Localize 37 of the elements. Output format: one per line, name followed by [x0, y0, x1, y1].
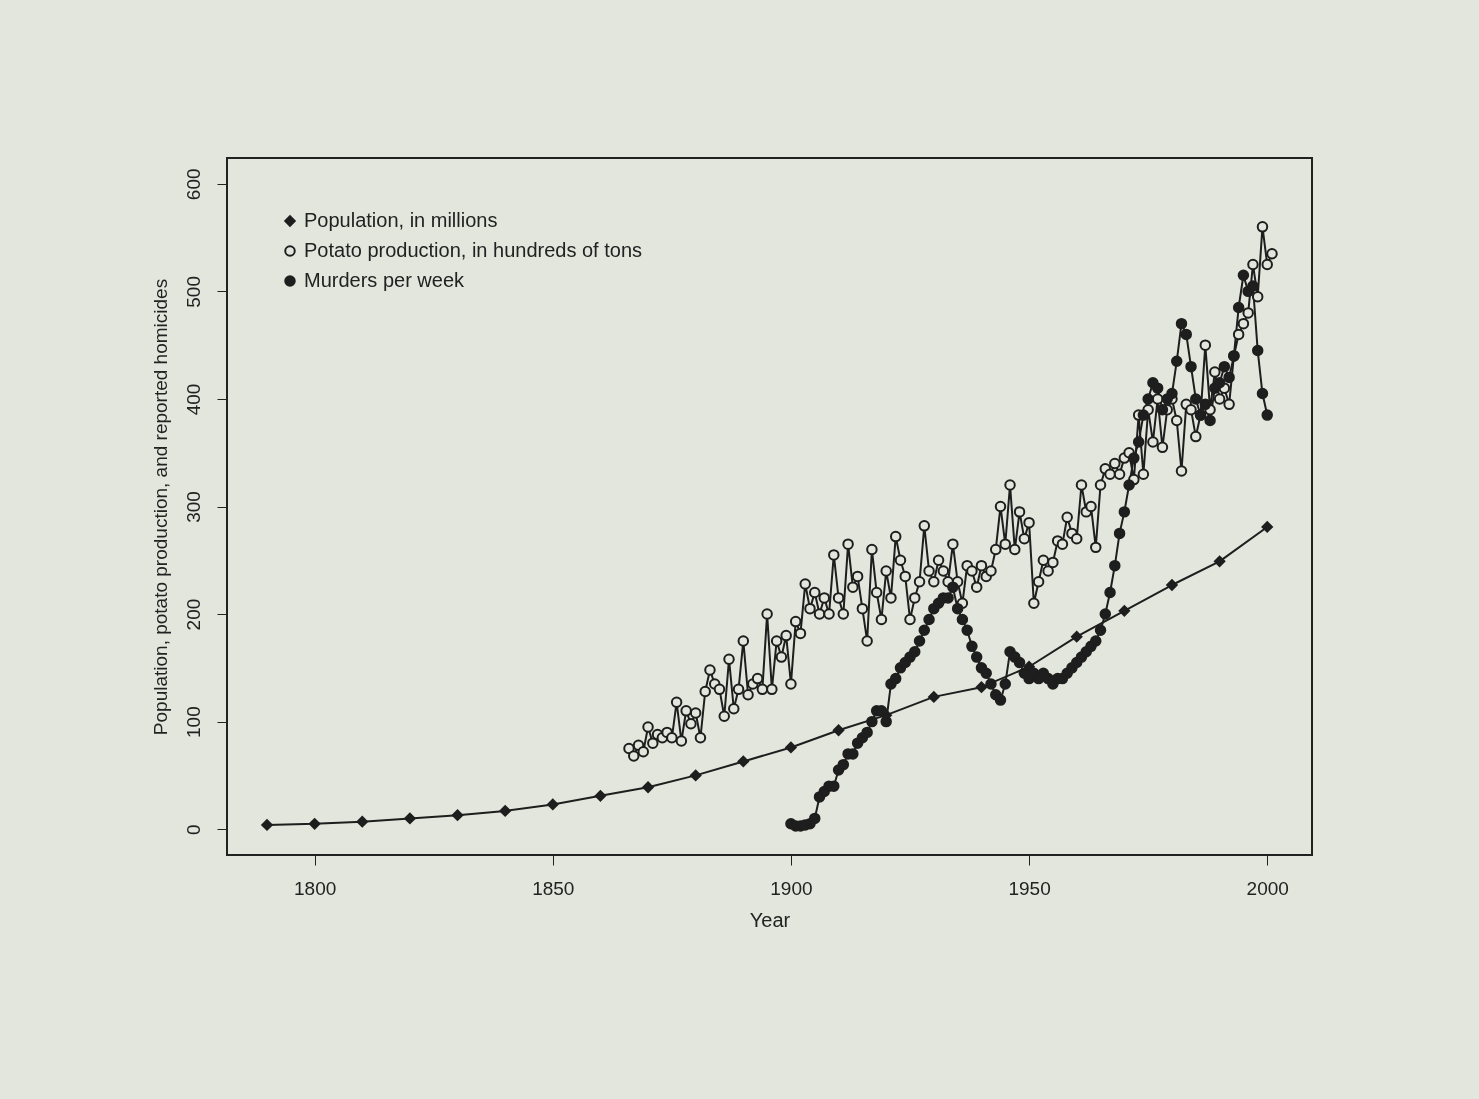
point	[594, 790, 607, 802]
legend-label: Murders per week	[304, 269, 466, 291]
x-tick-label: 2000	[1246, 877, 1289, 899]
x-tick-label: 1900	[770, 877, 813, 899]
point	[356, 815, 369, 828]
y-tick-label: 200	[182, 598, 204, 631]
point	[832, 724, 845, 736]
point	[737, 755, 750, 768]
point	[261, 819, 273, 831]
point	[975, 681, 988, 693]
y-tick-label: 500	[182, 276, 204, 308]
y-tick-label: 300	[182, 491, 204, 523]
point	[308, 818, 321, 830]
point	[1261, 521, 1273, 533]
point	[547, 798, 559, 811]
x-tick-label: 1950	[1008, 877, 1051, 899]
x-tick-label: 1850	[532, 877, 575, 899]
point	[1070, 630, 1083, 643]
point	[928, 691, 940, 703]
point	[404, 812, 416, 825]
legend-label: Population, in millions	[304, 209, 498, 231]
point	[689, 769, 702, 782]
point	[642, 781, 654, 793]
y-axis-title: Population, potato production, and reported homicides	[149, 278, 171, 736]
point	[1118, 605, 1131, 617]
legend-label: Potato production, in hundreds of tons	[304, 239, 643, 261]
x-tick-label: 1800	[294, 877, 337, 899]
y-tick-label: 400	[182, 383, 204, 416]
y-tick-label: 100	[182, 706, 204, 738]
point	[1166, 579, 1178, 591]
point	[499, 805, 511, 817]
y-tick-label: 600	[182, 168, 204, 201]
point	[1213, 555, 1226, 568]
x-axis-title: Year	[749, 908, 791, 931]
y-tick-label: 0	[182, 824, 204, 835]
point	[785, 741, 797, 754]
point	[451, 809, 464, 821]
